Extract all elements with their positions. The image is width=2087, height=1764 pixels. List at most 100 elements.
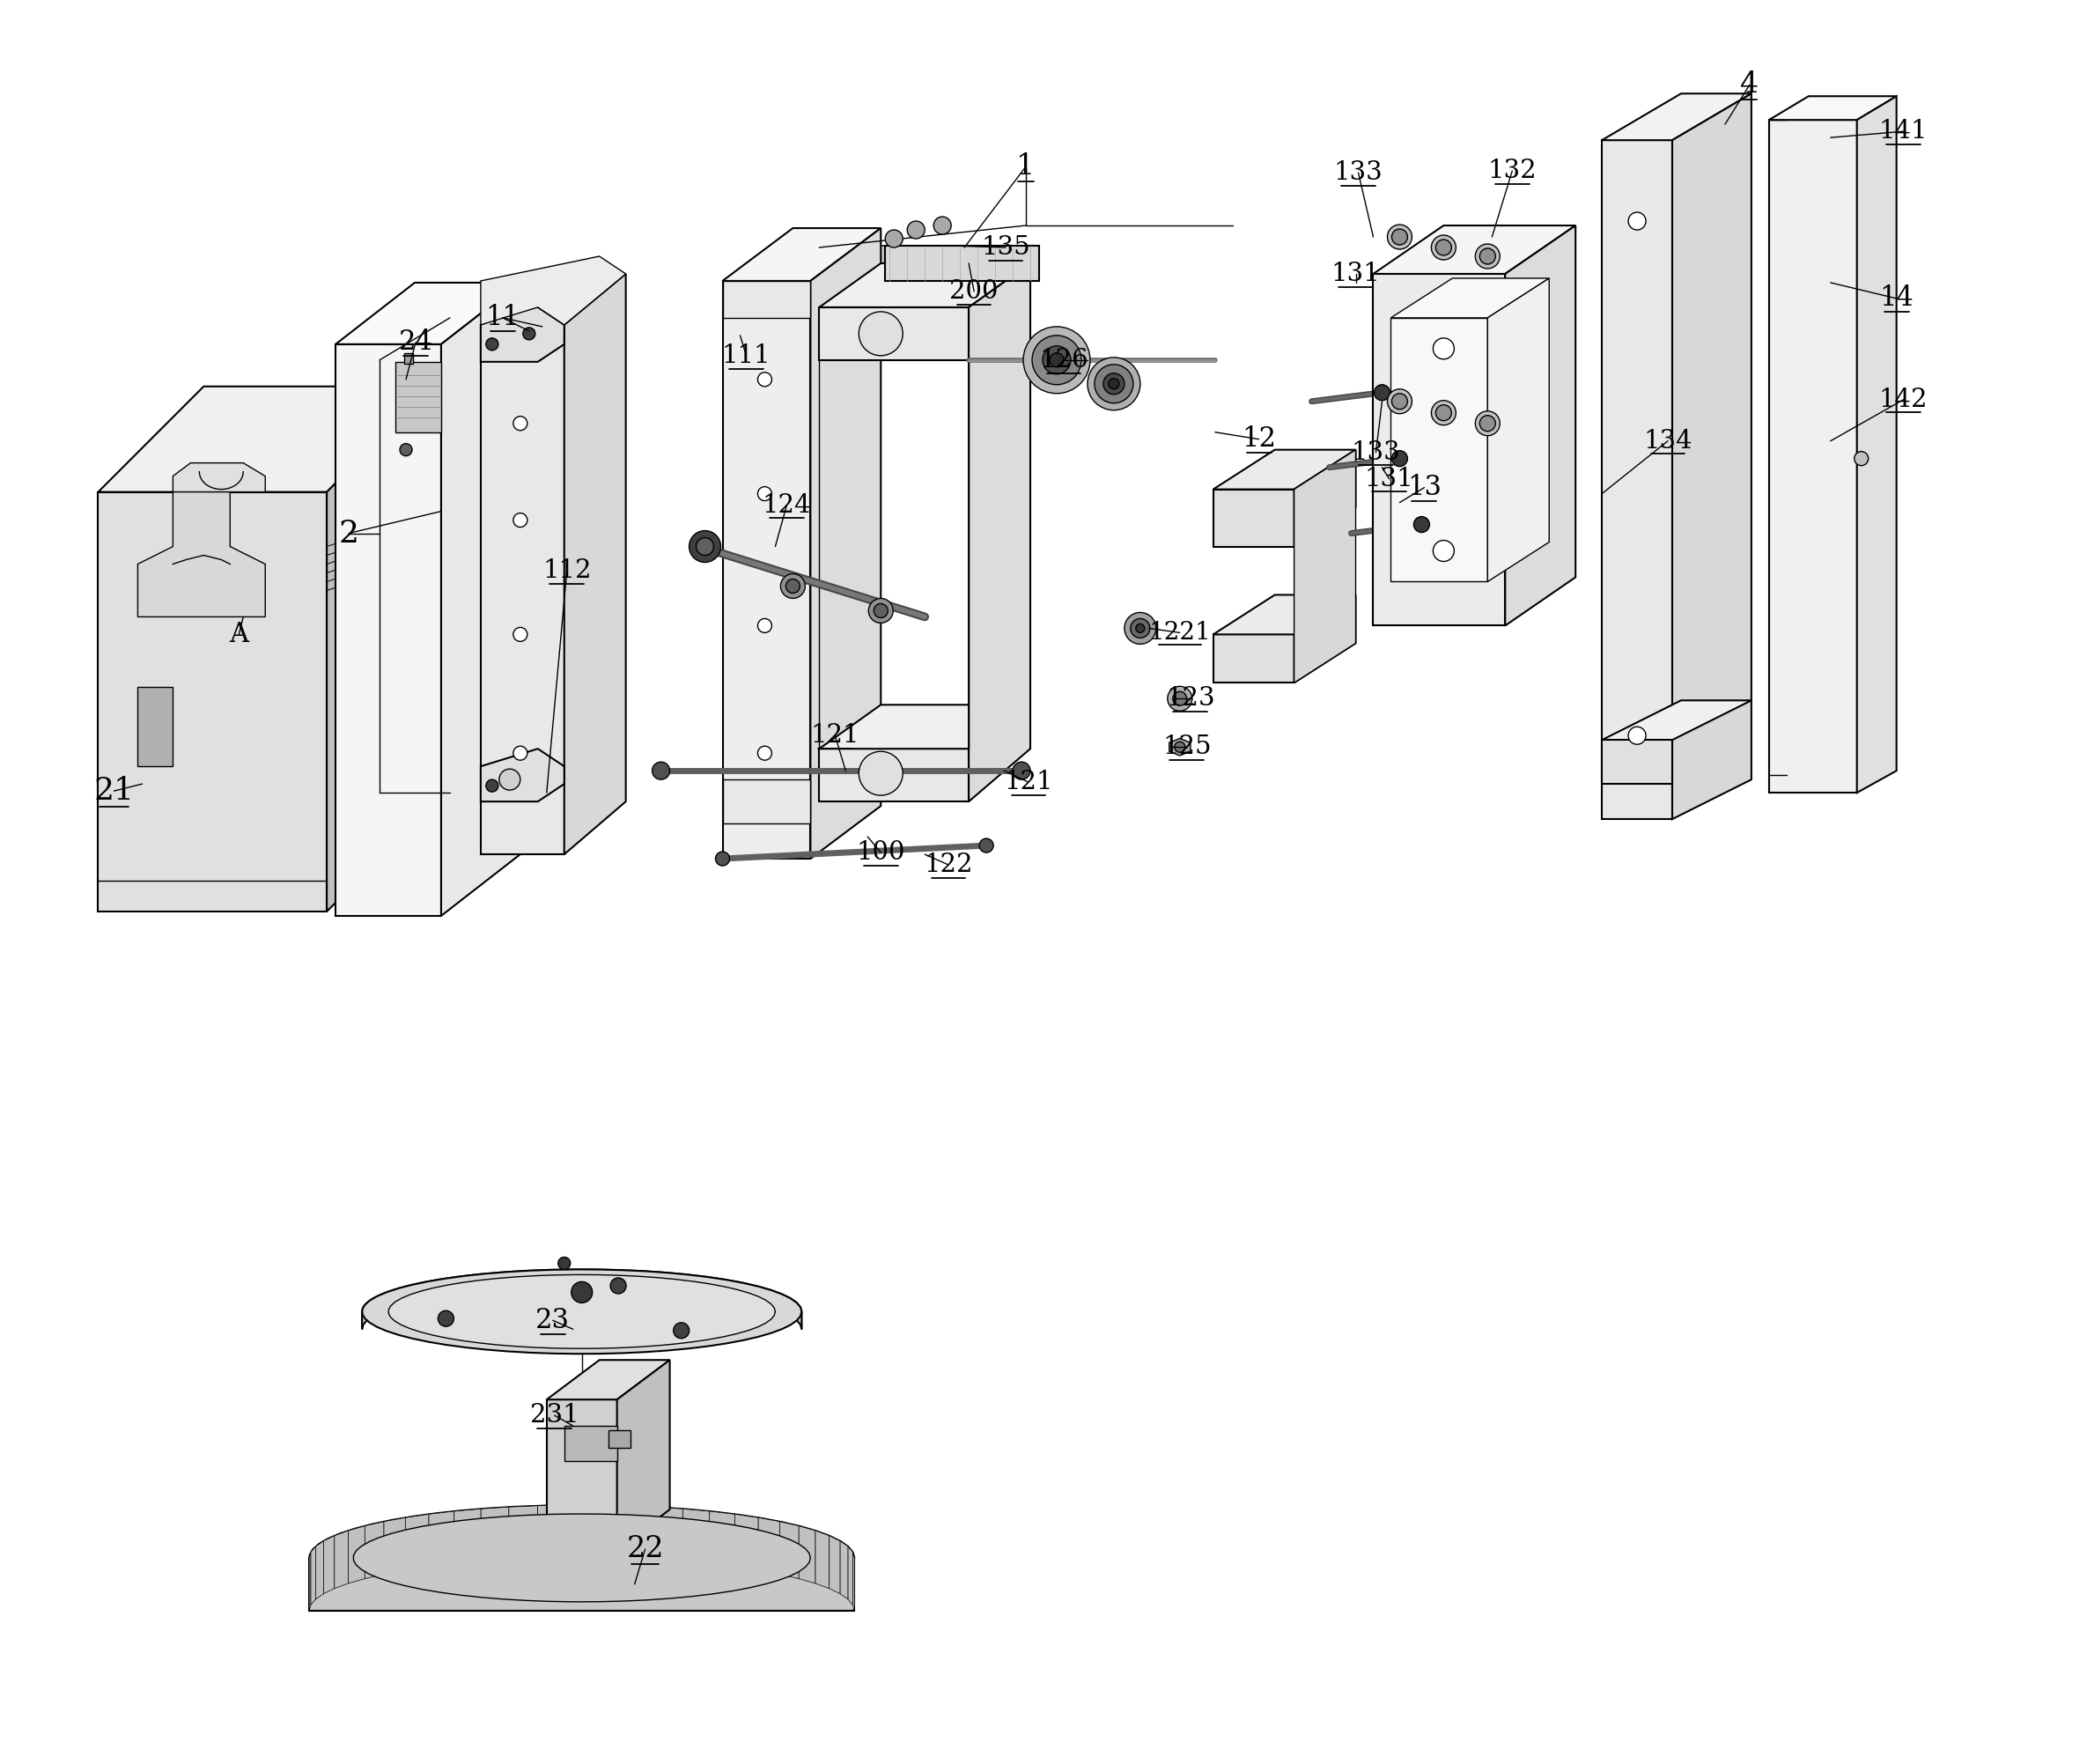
Circle shape (933, 217, 952, 235)
Circle shape (499, 769, 520, 790)
Circle shape (1476, 243, 1501, 268)
Circle shape (781, 573, 806, 598)
Circle shape (1436, 406, 1453, 422)
Circle shape (1476, 411, 1501, 436)
Polygon shape (480, 273, 626, 325)
Polygon shape (138, 688, 173, 766)
Text: 134: 134 (1642, 429, 1693, 453)
Polygon shape (394, 362, 440, 432)
Text: 111: 111 (722, 344, 770, 369)
Polygon shape (597, 1505, 626, 1559)
Text: 23: 23 (536, 1307, 570, 1334)
Polygon shape (1672, 93, 1751, 818)
Circle shape (908, 220, 925, 238)
Polygon shape (405, 1514, 428, 1570)
Polygon shape (1857, 97, 1897, 792)
Polygon shape (1603, 739, 1672, 783)
Circle shape (758, 619, 772, 633)
Polygon shape (1603, 700, 1751, 739)
Polygon shape (626, 1506, 655, 1559)
Polygon shape (1603, 139, 1672, 818)
Circle shape (1628, 212, 1647, 229)
Circle shape (1044, 346, 1071, 374)
Polygon shape (336, 282, 520, 344)
Circle shape (1436, 240, 1453, 256)
Polygon shape (968, 263, 1031, 801)
Polygon shape (336, 344, 440, 916)
Circle shape (674, 1323, 689, 1339)
Text: 24: 24 (399, 328, 432, 356)
Polygon shape (799, 1526, 816, 1584)
Circle shape (1135, 624, 1144, 633)
Circle shape (787, 579, 799, 593)
Polygon shape (365, 1522, 384, 1579)
Polygon shape (722, 780, 810, 824)
Circle shape (1167, 686, 1192, 711)
Polygon shape (309, 1558, 854, 1611)
Text: 133: 133 (1334, 161, 1384, 185)
Polygon shape (138, 492, 265, 617)
Circle shape (1173, 691, 1188, 706)
Text: 131: 131 (1332, 261, 1380, 286)
Polygon shape (384, 1517, 405, 1573)
Polygon shape (480, 1506, 509, 1561)
Polygon shape (363, 1270, 801, 1353)
Circle shape (486, 339, 499, 351)
Circle shape (1108, 379, 1119, 390)
Text: 122: 122 (925, 852, 973, 877)
Polygon shape (311, 1547, 315, 1605)
Circle shape (697, 538, 714, 556)
Circle shape (1480, 249, 1496, 265)
Circle shape (1023, 326, 1089, 393)
Text: 4: 4 (1741, 71, 1759, 99)
Text: 142: 142 (1878, 388, 1928, 413)
Polygon shape (816, 1531, 829, 1588)
Circle shape (651, 762, 670, 780)
Circle shape (513, 416, 528, 430)
Polygon shape (563, 273, 626, 854)
Circle shape (1480, 416, 1496, 430)
Circle shape (979, 838, 993, 852)
Polygon shape (1505, 226, 1576, 626)
Polygon shape (455, 1508, 480, 1565)
Text: 200: 200 (950, 279, 998, 303)
Circle shape (1392, 393, 1407, 409)
Polygon shape (808, 245, 962, 280)
Text: 22: 22 (626, 1535, 664, 1563)
Circle shape (486, 780, 499, 792)
Polygon shape (841, 1542, 847, 1600)
Text: 1221: 1221 (1148, 621, 1210, 644)
Polygon shape (847, 1547, 854, 1605)
Polygon shape (829, 1536, 841, 1595)
Polygon shape (1373, 273, 1505, 626)
Circle shape (1434, 540, 1455, 561)
Text: 100: 100 (856, 840, 906, 864)
Polygon shape (349, 1526, 365, 1584)
Circle shape (513, 628, 528, 642)
Polygon shape (480, 256, 626, 325)
Polygon shape (323, 1536, 334, 1595)
Circle shape (572, 1282, 593, 1304)
Polygon shape (309, 1505, 854, 1611)
Circle shape (1392, 229, 1407, 245)
Circle shape (874, 603, 887, 617)
Circle shape (513, 513, 528, 527)
Polygon shape (315, 1542, 323, 1600)
Polygon shape (361, 1270, 801, 1330)
Polygon shape (722, 280, 810, 859)
Text: 123: 123 (1167, 686, 1215, 711)
Polygon shape (98, 386, 432, 492)
Circle shape (716, 852, 730, 866)
Polygon shape (820, 748, 968, 801)
Text: 14: 14 (1880, 284, 1914, 312)
Text: 135: 135 (981, 235, 1031, 259)
Polygon shape (1213, 450, 1357, 489)
Circle shape (868, 598, 893, 623)
Polygon shape (1390, 279, 1549, 318)
Polygon shape (328, 386, 432, 912)
Polygon shape (1169, 739, 1190, 755)
Polygon shape (820, 307, 968, 360)
Polygon shape (563, 1425, 618, 1461)
Circle shape (1012, 762, 1031, 780)
Polygon shape (547, 1399, 618, 1549)
